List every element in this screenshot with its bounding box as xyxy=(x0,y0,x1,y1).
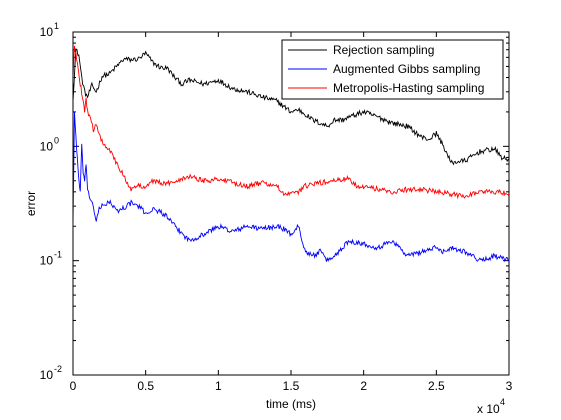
x-tick-label: 0 xyxy=(70,379,77,393)
legend-label: Rejection sampling xyxy=(333,43,434,57)
y-tick-exponent: -1 xyxy=(54,250,62,260)
x-multiplier-exponent: 4 xyxy=(500,397,505,407)
y-tick-exponent: 1 xyxy=(54,21,59,31)
x-tick-label: 2.5 xyxy=(428,379,445,393)
x-multiplier-label: x 10 xyxy=(477,402,500,416)
x-tick-label: 3 xyxy=(506,379,513,393)
y-tick-label: 10 xyxy=(40,368,54,382)
x-tick-label: 0.5 xyxy=(137,379,154,393)
y-tick-exponent: -2 xyxy=(54,364,62,374)
y-tick-label: 10 xyxy=(40,254,54,268)
x-tick-label: 2 xyxy=(360,379,367,393)
y-axis-label: error xyxy=(24,191,38,216)
legend-label: Augmented Gibbs sampling xyxy=(333,62,480,76)
x-tick-label: 1 xyxy=(215,379,222,393)
x-tick-label: 1.5 xyxy=(283,379,300,393)
y-tick-exponent: 0 xyxy=(54,135,59,145)
y-tick-label: 10 xyxy=(40,25,54,39)
x-axis-label: time (ms) xyxy=(266,397,316,411)
y-tick-label: 10 xyxy=(40,139,54,153)
legend-label: Metropolis-Hasting sampling xyxy=(333,81,484,95)
